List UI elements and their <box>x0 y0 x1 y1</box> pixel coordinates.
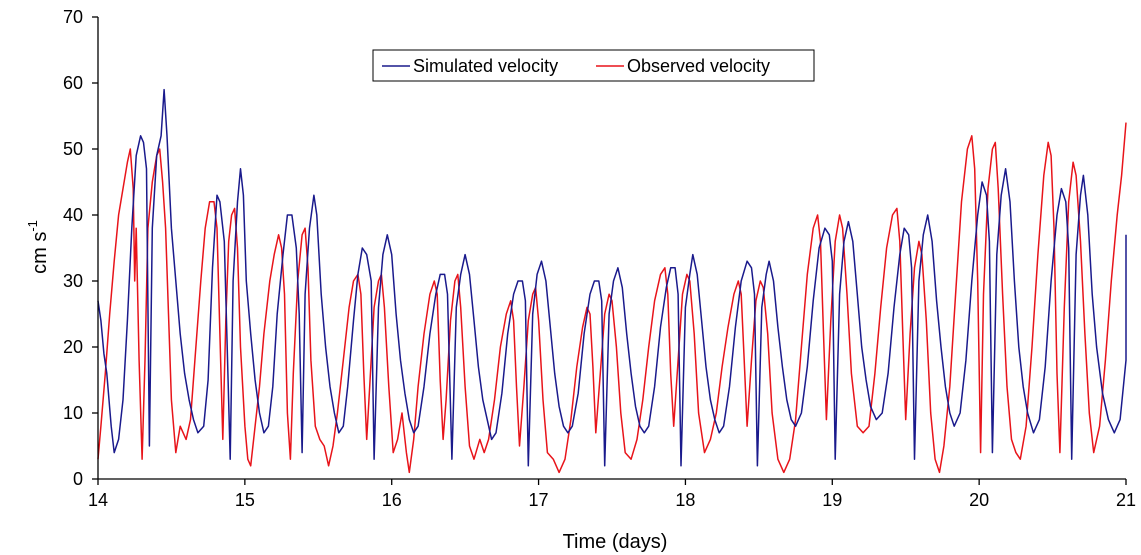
y-tick-label: 20 <box>63 337 83 357</box>
y-tick-label: 50 <box>63 139 83 159</box>
y-tick-label: 40 <box>63 205 83 225</box>
y-axis-ticks: 0 10 20 30 40 50 60 70 <box>63 7 98 489</box>
y-tick-label: 60 <box>63 73 83 93</box>
x-axis-title: Time (days) <box>563 531 668 553</box>
legend-label-simulated: Simulated velocity <box>413 56 558 76</box>
y-tick-label: 10 <box>63 403 83 423</box>
y-axis-title: cm s-1 <box>25 220 51 274</box>
x-tick-label: 14 <box>88 490 108 510</box>
x-axis-ticks: 14 15 16 17 18 19 20 21 <box>88 479 1136 510</box>
plot-area: 14 15 16 17 18 19 20 21 0 10 20 30 40 50 60 70 <box>63 7 1136 510</box>
legend-label-observed: Observed velocity <box>627 56 770 76</box>
x-tick-label: 16 <box>382 490 402 510</box>
series-layer <box>97 88 1127 474</box>
legend-box <box>372 49 815 82</box>
x-tick-label: 20 <box>969 490 989 510</box>
series-line-observed <box>97 122 1127 474</box>
x-tick-label: 17 <box>529 490 549 510</box>
x-tick-label: 18 <box>675 490 695 510</box>
x-tick-label: 15 <box>235 490 255 510</box>
y-tick-label: 70 <box>63 7 83 27</box>
legend: Simulated velocity Observed velocity <box>372 49 815 82</box>
series-line-simulated <box>97 88 1127 467</box>
y-tick-label: 30 <box>63 271 83 291</box>
x-tick-label: 19 <box>822 490 842 510</box>
y-axis-title-superscript: -1 <box>25 220 40 232</box>
x-tick-label: 21 <box>1116 490 1136 510</box>
y-tick-label: 0 <box>73 469 83 489</box>
y-axis-title-main: cm s <box>29 232 51 274</box>
